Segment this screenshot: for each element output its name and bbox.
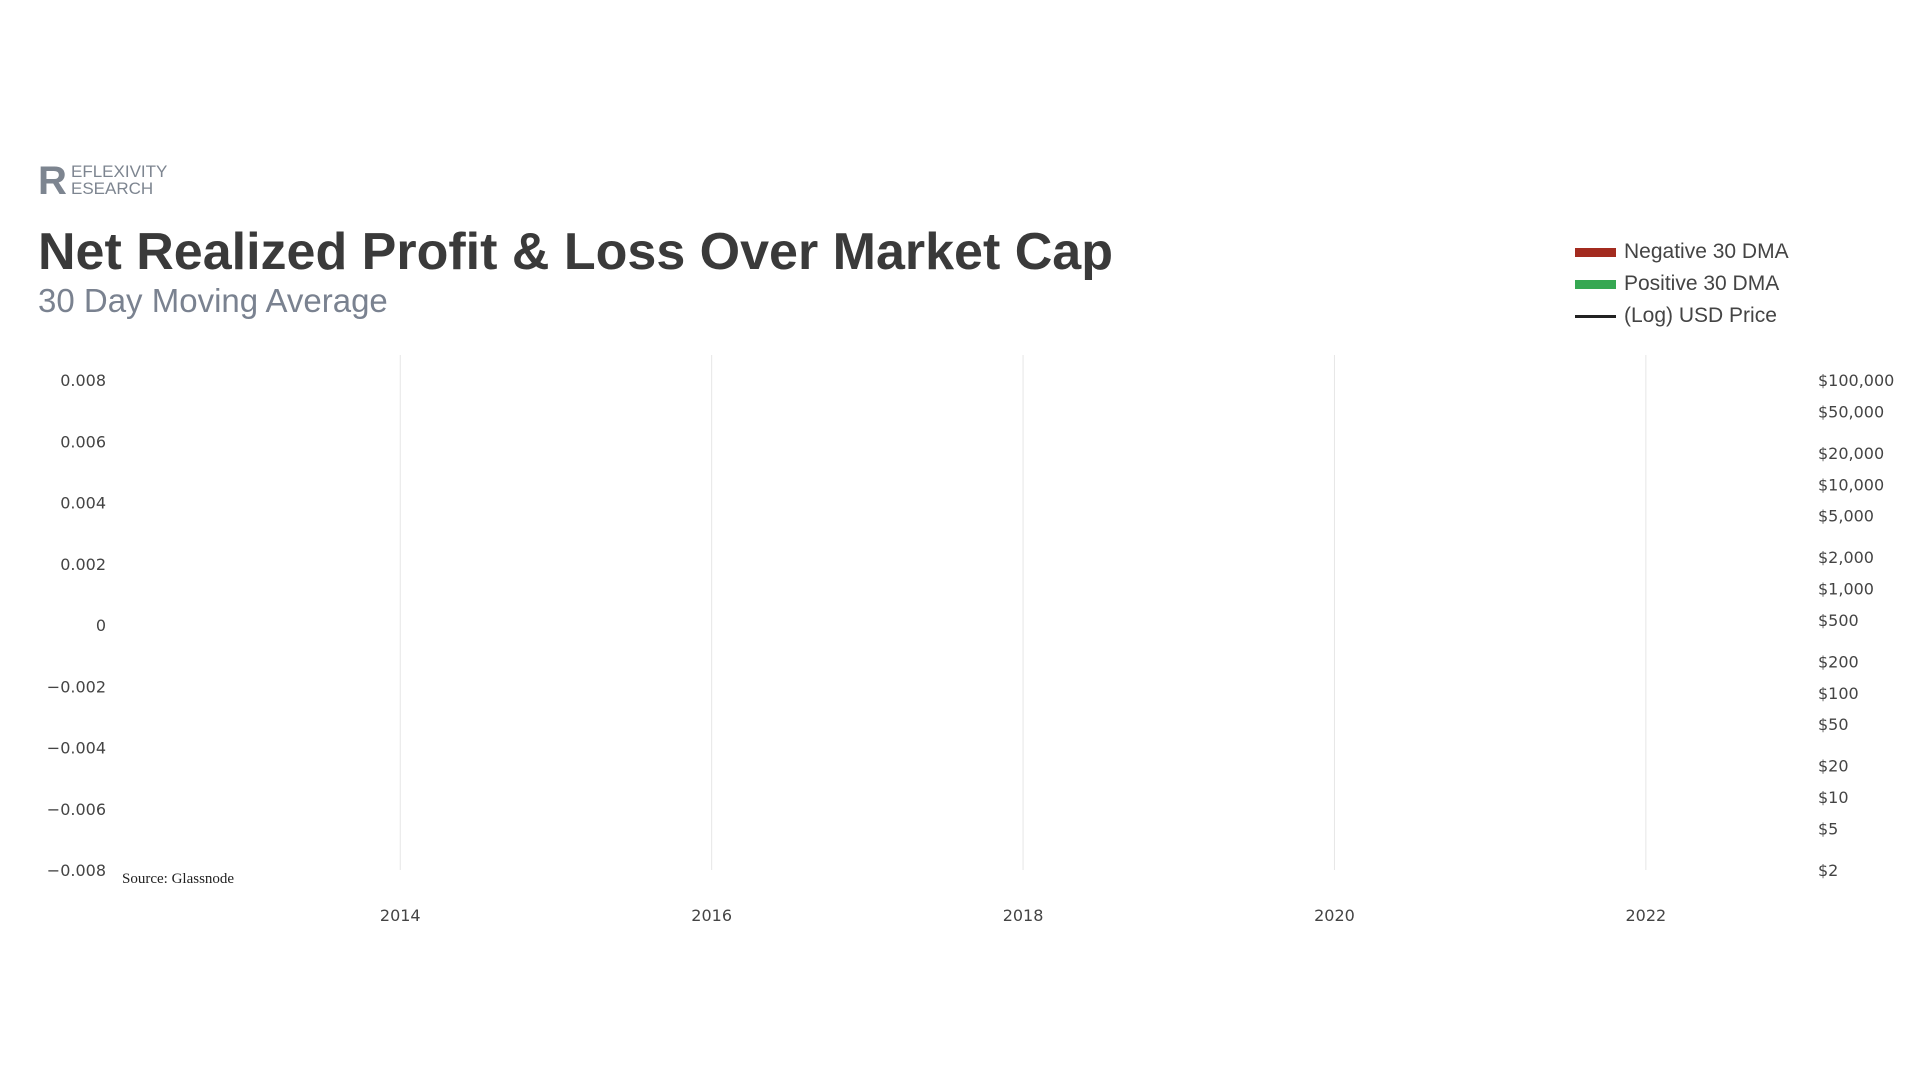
- y-left-tick-label: −0.004: [47, 739, 106, 758]
- y-left-tick-label: 0.004: [60, 494, 106, 513]
- x-tick-label-2020: 2020: [1314, 906, 1355, 925]
- x-tick-label-2018: 2018: [1003, 906, 1044, 925]
- y-left-tick-label: −0.006: [47, 800, 106, 819]
- logo-line-1: EFLEXIVITY: [71, 162, 167, 181]
- y-right-tick-label: $100,000: [1818, 371, 1894, 390]
- y-left-tick-label: −0.002: [47, 677, 106, 696]
- legend-item-negative[interactable]: Negative 30 DMA: [1575, 236, 1789, 268]
- legend-swatch-price: [1575, 314, 1616, 318]
- y-right-tick-label: $1,000: [1818, 580, 1874, 599]
- y-right-tick-label: $2: [1818, 861, 1838, 880]
- y-right-tick-label: $20: [1818, 757, 1849, 776]
- y-left-tick-label: 0: [96, 616, 106, 635]
- y-right-tick-label: $5: [1818, 820, 1838, 839]
- y-right-tick-label: $200: [1818, 652, 1859, 671]
- y-right-tick-label: $500: [1818, 611, 1859, 630]
- reflexivity-logo: R EFLEXIVITY ESEARCH: [38, 159, 198, 205]
- x-tick-label-2014: 2014: [380, 906, 421, 925]
- legend-swatch-positive: [1575, 279, 1616, 289]
- chart-subtitle: 30 Day Moving Average: [38, 282, 388, 319]
- y-left-tick-label: −0.008: [47, 861, 106, 880]
- logo-line-2: ESEARCH: [71, 179, 153, 198]
- y-right-tick-label: $5,000: [1818, 507, 1874, 526]
- legend-label-positive: Positive 30 DMA: [1624, 272, 1780, 295]
- legend-item-positive[interactable]: Positive 30 DMA: [1575, 268, 1789, 300]
- y-right-tick-label: $50,000: [1818, 402, 1884, 421]
- legend-label-price: (Log) USD Price: [1624, 304, 1777, 327]
- y-right-tick-label: $2,000: [1818, 548, 1874, 567]
- legend-item-price[interactable]: (Log) USD Price: [1575, 300, 1789, 332]
- y-right-tick-label: $50: [1818, 715, 1849, 734]
- gridlines: [399, 355, 1647, 870]
- y-left-tick-label: 0.008: [60, 371, 106, 390]
- y-left-tick-label: 0.006: [60, 432, 106, 451]
- y-right-tick-label: $20,000: [1818, 444, 1884, 463]
- right-axis: $100,000 $50,000 $20,000 $10,000 $5,000 $2,00…: [1818, 371, 1894, 880]
- y-right-tick-label: $100: [1818, 684, 1859, 703]
- logo-letter: R: [38, 160, 67, 200]
- legend: Negative 30 DMA Positive 30 DMA (Log) US…: [1575, 236, 1789, 332]
- legend-label-negative: Negative 30 DMA: [1624, 240, 1789, 263]
- y-right-tick-label: $10: [1818, 788, 1849, 807]
- left-axis: 0.008 0.006 0.004 0.002 0 −0.002 −0.004 −0.006 −…: [47, 371, 106, 880]
- legend-swatch-negative: [1575, 247, 1616, 257]
- x-tick-label-2022: 2022: [1625, 906, 1666, 925]
- chart-title: Net Realized Profit & Loss Over Market C…: [38, 223, 1113, 281]
- y-right-tick-label: $10,000: [1818, 475, 1884, 494]
- source-note: Source: Glassnode: [122, 871, 234, 887]
- y-left-tick-label: 0.002: [60, 555, 106, 574]
- x-axis: 2014 2016 2018 2020 2022: [380, 906, 1666, 925]
- logo-mark: R EFLEXIVITY ESEARCH: [38, 159, 167, 203]
- x-tick-label-2016: 2016: [691, 906, 732, 925]
